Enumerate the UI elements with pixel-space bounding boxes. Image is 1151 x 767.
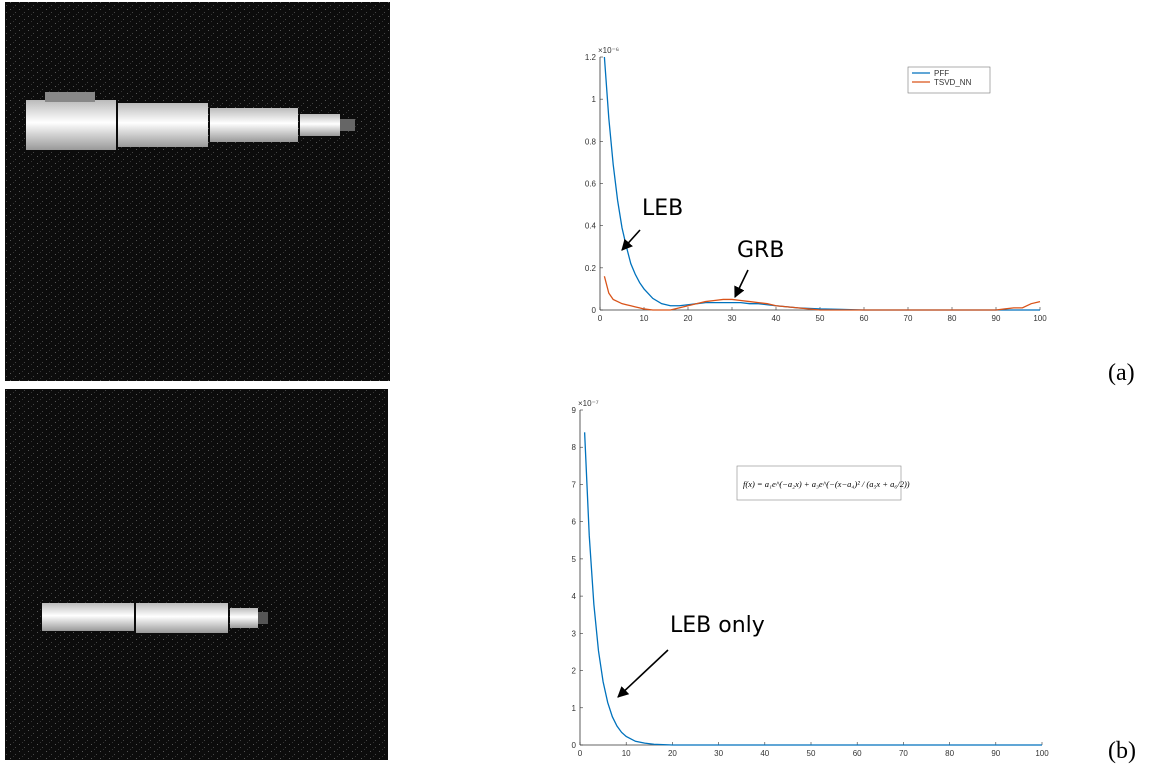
series-line	[583, 432, 1042, 746]
y-tick-label: 0.2	[585, 264, 597, 273]
x-tick-label: 80	[945, 749, 954, 758]
annotation: GRB	[737, 238, 784, 263]
x-tick-label: 100	[1035, 749, 1049, 758]
x-tick-label: 0	[598, 314, 603, 323]
y-tick-label: 3	[572, 629, 577, 638]
annotation-arrow	[617, 649, 669, 698]
y-tick-label: 1	[592, 95, 597, 104]
chart: 0 10 20 30 40 50 60 70 80 90 100 0 1 2 3 4 5 6 7 8 9×10⁻⁷ f(x…	[572, 399, 1050, 758]
y-tick-label: 0.6	[585, 180, 597, 189]
x-tick-label: 40	[772, 314, 781, 323]
y-tick-label: 0.4	[585, 222, 597, 231]
annotation: LEB	[642, 196, 683, 221]
x-tick-label: 100	[1033, 314, 1047, 323]
chart: 0 10 20 30 40 50 60 70 80 90 100 0 0.2 0.4 0.6 0.8 1 1.2×…	[585, 46, 1047, 323]
legend-label: TSVD_NN	[934, 78, 972, 87]
series-line	[603, 56, 1040, 311]
x-tick-label: 20	[668, 749, 677, 758]
formula-box	[736, 465, 902, 501]
y-tick-label: 7	[572, 480, 577, 489]
x-tick-label: 90	[991, 749, 1000, 758]
y-tick-label: 4	[572, 592, 577, 601]
x-tick-label: 0	[578, 749, 583, 758]
x-tick-label: 80	[948, 314, 957, 323]
annotation: LEB only	[670, 613, 765, 638]
x-tick-label: 20	[684, 314, 693, 323]
x-tick-label: 40	[760, 749, 769, 758]
y-tick-label: 6	[572, 518, 577, 527]
x-tick-label: 70	[899, 749, 908, 758]
annotation-arrow	[621, 229, 641, 251]
y-tick-label: 8	[572, 443, 577, 452]
image-label: LF	[413, 24, 438, 49]
y-tick-label: 2	[572, 667, 577, 676]
x-tick-label: 50	[807, 749, 816, 758]
x-tick-label: 50	[816, 314, 825, 323]
formula: f(x) = a₁e^(−a₂x) + a₃e^(−(x−a₄)² / (a₅x…	[743, 479, 910, 489]
panel-letter: (b)	[1108, 738, 1136, 764]
y-tick-label: 9	[572, 406, 577, 415]
series-line	[603, 276, 1041, 311]
x-tick-label: 70	[904, 314, 913, 323]
x-tick-label: 10	[622, 749, 631, 758]
image-b	[5, 389, 388, 760]
y-tick-label: 1	[572, 704, 577, 713]
axis-multiplier: ×10⁻⁶	[598, 46, 619, 55]
x-tick-label: 90	[992, 314, 1001, 323]
y-tick-label: 0	[592, 306, 597, 315]
legend-label: PFF	[934, 69, 949, 78]
panel-letter: (a)	[1108, 360, 1135, 386]
y-tick-label: 0.8	[585, 137, 597, 146]
image-label: 90º from LF	[413, 436, 465, 535]
y-tick-label: 1.2	[585, 53, 597, 62]
y-tick-label: 5	[572, 555, 577, 564]
x-tick-label: 30	[714, 749, 723, 758]
annotation-arrow	[734, 269, 749, 299]
y-tick-label: 0	[572, 741, 577, 750]
axis-multiplier: ×10⁻⁷	[578, 399, 599, 408]
x-tick-label: 10	[640, 314, 649, 323]
legend-box	[907, 66, 991, 94]
x-tick-label: 30	[728, 314, 737, 323]
image-a	[5, 2, 390, 381]
x-tick-label: 60	[853, 749, 862, 758]
x-tick-label: 60	[860, 314, 869, 323]
